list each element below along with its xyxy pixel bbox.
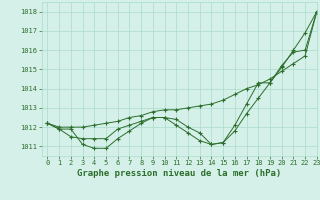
- X-axis label: Graphe pression niveau de la mer (hPa): Graphe pression niveau de la mer (hPa): [77, 169, 281, 178]
